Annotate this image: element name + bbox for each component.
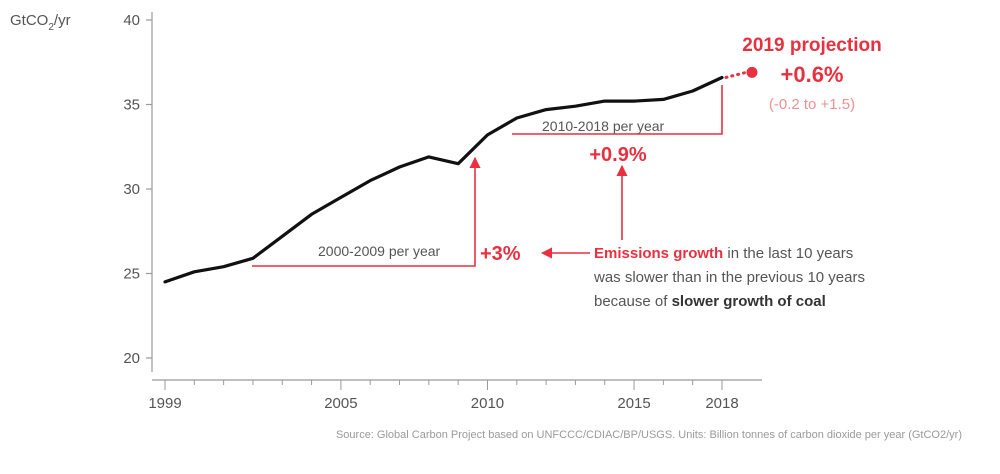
x-tick-label: 2005 [324,395,357,412]
period2-bracket [512,85,723,135]
projection-range: (-0.2 to +1.5) [769,96,855,113]
x-tick-label: 2018 [705,395,738,412]
y-tick-label: 40 [123,12,140,29]
x-tick-label: 1999 [148,395,181,412]
period1-value: +3% [480,243,521,265]
period2-label: 2010-2018 per year [542,118,665,134]
projection-dotted-line [724,70,748,79]
y-tick-label: 35 [123,97,140,114]
explanation-line-3: because of slower growth of coal [594,293,826,310]
y-tick-label: 25 [123,266,140,283]
projection-point [746,66,758,78]
explanation-line-2: was slower than in the previous 10 years [593,269,865,286]
source-note: Source: Global Carbon Project based on U… [336,429,962,441]
y-tick-label: 30 [123,181,140,198]
x-tick-label: 2015 [617,395,650,412]
x-ticks: 1999 2005 2010 2015 2018 [148,380,739,412]
y-tick-label: 20 [123,350,140,367]
y-axis-label: GtCO2/yr [10,12,71,33]
explanation-line-1: Emissions growth in the last 10 years [594,245,853,262]
period2-value: +0.9% [589,144,646,166]
y-ticks: 20 25 30 35 40 [123,12,152,367]
series-line [163,75,724,284]
period1-bracket [252,156,481,267]
x-tick-label: 2010 [471,395,504,412]
projection-value: +0.6% [781,62,844,87]
projection-title: 2019 projection [742,35,881,56]
period1-label: 2000-2009 per year [318,243,441,259]
